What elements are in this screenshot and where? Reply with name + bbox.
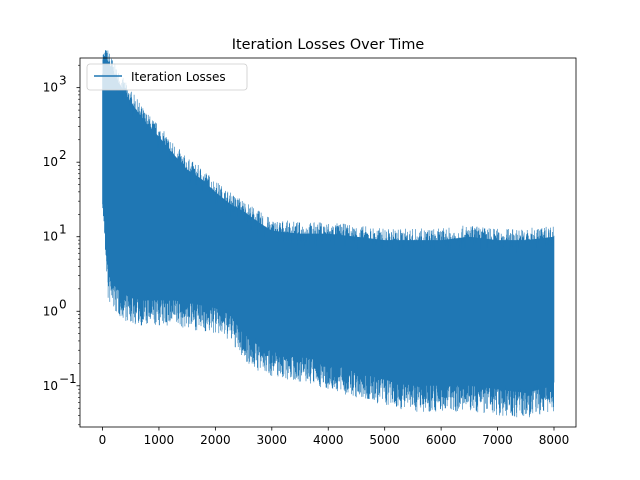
y-tick-exponent: 3 [59,74,67,88]
x-tick-label: 6000 [426,433,457,447]
x-tick-label: 5000 [369,433,400,447]
y-tick-label: 10 [43,230,58,244]
x-tick-label: 0 [99,433,107,447]
x-tick-label: 4000 [313,433,344,447]
y-tick-label: 10 [43,379,58,393]
x-tick-label: 3000 [257,433,288,447]
y-tick-exponent: −1 [59,372,77,386]
series-line-0 [102,50,555,418]
x-tick-label: 1000 [144,433,175,447]
x-tick-label: 2000 [200,433,231,447]
y-tick-exponent: 0 [59,297,67,311]
chart-title: Iteration Losses Over Time [232,37,425,53]
y-tick-label: 10 [43,304,58,318]
plot-area [102,50,555,418]
legend: Iteration Losses [86,63,248,91]
legend-label: Iteration Losses [131,70,226,84]
y-tick-label: 10 [43,155,58,169]
y-tick-exponent: 2 [59,148,67,162]
x-tick-label: 7000 [482,433,513,447]
y-tick-label: 10 [43,81,58,95]
y-tick-exponent: 1 [59,223,67,237]
legend-box [86,63,248,91]
x-tick-label: 8000 [539,433,570,447]
